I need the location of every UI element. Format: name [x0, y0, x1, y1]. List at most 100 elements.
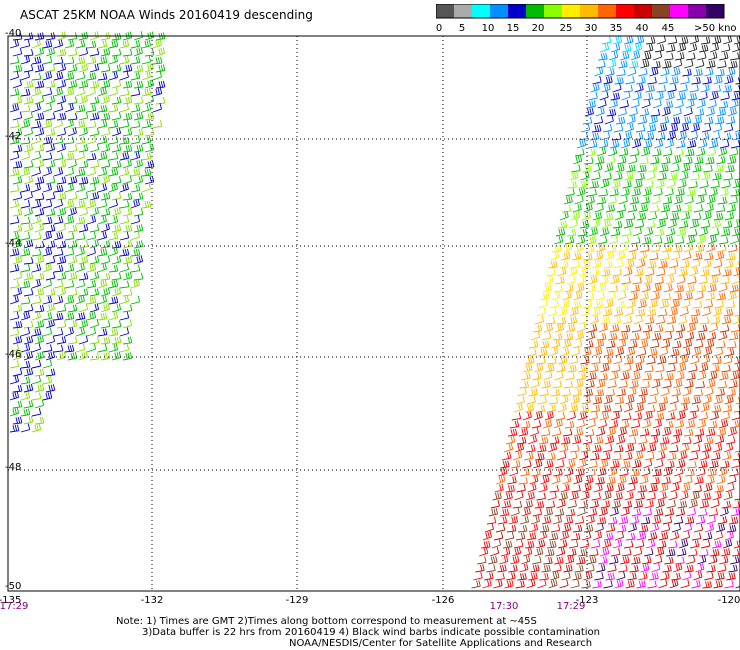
wind-barb [626, 346, 636, 357]
wind-barb [122, 319, 133, 329]
wind-barb [678, 268, 688, 277]
legend-label: 30 [585, 23, 598, 34]
wind-barb [624, 122, 634, 133]
wind-barb [558, 491, 568, 501]
wind-barb [42, 40, 53, 49]
legend-swatch [616, 4, 635, 18]
wind-barb [617, 426, 627, 437]
wind-barb [692, 346, 702, 357]
wind-barb [582, 347, 592, 357]
wind-barb [23, 127, 34, 137]
wind-barb [605, 204, 616, 213]
wind-barb [584, 428, 595, 437]
wind-barb [650, 428, 661, 437]
wind-barb [719, 51, 729, 61]
wind-barb [714, 164, 724, 173]
wind-barb [732, 179, 740, 189]
wind-barb [499, 508, 510, 517]
wind-barb [691, 212, 702, 221]
wind-barb [629, 379, 639, 389]
wind-barb [521, 371, 531, 381]
lat-label: -50 [5, 581, 21, 592]
wind-barb [636, 580, 646, 589]
wind-barb [633, 132, 644, 141]
wind-barb [702, 394, 712, 405]
wind-barb [565, 555, 575, 565]
wind-barb [650, 156, 660, 165]
wind-barb [626, 164, 636, 173]
wind-barb [53, 167, 64, 177]
wind-barb [574, 564, 584, 573]
wind-barb [546, 268, 556, 277]
wind-barb [719, 506, 729, 517]
wind-barb [20, 88, 31, 97]
wind-barb [75, 104, 86, 113]
wind-barb [108, 182, 118, 193]
wind-barb [31, 342, 41, 353]
wind-barb [735, 586, 740, 589]
wind-barb [482, 579, 492, 589]
wind-barb [31, 279, 41, 289]
wind-barb [655, 364, 665, 373]
wind-barb [596, 516, 607, 525]
wind-barb [692, 484, 702, 493]
wind-barb [640, 380, 650, 389]
wind-barb [75, 87, 85, 97]
wind-barb [152, 70, 162, 81]
wind-barb [501, 547, 511, 557]
wind-barb [31, 199, 42, 209]
wind-barb [508, 564, 518, 573]
wind-barb [696, 147, 706, 157]
wind-barb [31, 102, 41, 113]
wind-barb [603, 532, 614, 541]
wind-barb [12, 78, 22, 89]
wind-barb [56, 304, 67, 313]
wind-barb [678, 539, 689, 549]
wind-barb [533, 459, 543, 469]
wind-barb [708, 555, 718, 565]
wind-barb [108, 232, 119, 241]
wind-barb [709, 275, 719, 285]
wind-barb [141, 70, 151, 81]
wind-barb [551, 475, 561, 485]
wind-barb [706, 331, 717, 341]
wind-barb [9, 231, 20, 241]
wind-barb [584, 340, 594, 349]
wind-barb [23, 256, 34, 265]
wind-barb [9, 168, 20, 177]
wind-barb [89, 352, 100, 361]
wind-barb [676, 459, 686, 469]
wind-barb [86, 215, 97, 225]
wind-barb [615, 346, 625, 357]
wind-barb [20, 296, 31, 305]
wind-barb [676, 227, 687, 237]
wind-barb [152, 119, 163, 129]
wind-barb [31, 328, 42, 337]
wind-barb [711, 452, 721, 461]
wind-barb [67, 304, 78, 313]
wind-barb [676, 92, 686, 101]
wind-barb [42, 103, 53, 113]
wind-barb [637, 484, 647, 493]
wind-barb [714, 435, 725, 445]
wind-barb [550, 339, 561, 349]
wind-barb [719, 371, 729, 381]
wind-barb [669, 212, 680, 221]
wind-barb [667, 403, 677, 413]
wind-barb [543, 370, 553, 381]
wind-barb [86, 104, 97, 113]
wind-barb [642, 372, 652, 381]
wind-barb [612, 452, 622, 461]
wind-barb [631, 371, 641, 381]
wind-barb [518, 476, 528, 485]
wind-barb [675, 236, 685, 245]
wind-barb [53, 264, 64, 273]
wind-barb [9, 56, 20, 65]
wind-barb [628, 476, 638, 485]
wind-barb [689, 35, 700, 45]
wind-barb [584, 156, 594, 165]
legend-swatch [490, 4, 509, 18]
wind-barb [556, 547, 566, 557]
wind-barb [567, 499, 577, 509]
wind-barb [20, 248, 31, 257]
